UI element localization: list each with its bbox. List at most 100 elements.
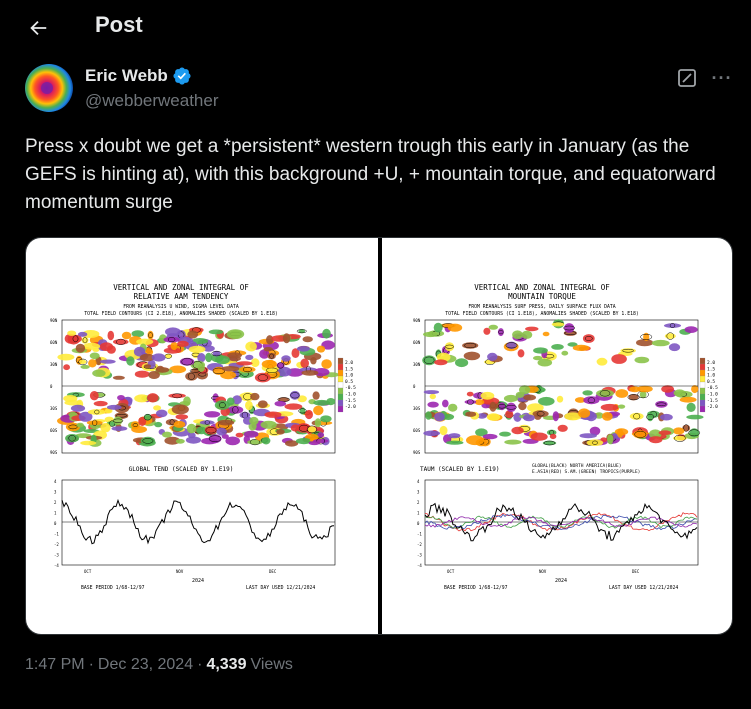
left-last-day: LAST DAY USED 12/21/2024 xyxy=(246,585,315,591)
right-lat-label: 90S xyxy=(413,450,421,455)
left-y-label: -4 xyxy=(54,563,59,568)
right-color-legend: 2.01.51.00.5-0.5-1.0-1.5-2.0 xyxy=(699,357,718,413)
left-legend-label: -0.5 xyxy=(345,385,356,391)
views-count: 4,339 xyxy=(206,656,247,673)
right-title1: VERTICAL AND ZONAL INTEGRAL OF xyxy=(474,283,610,292)
left-line-chart xyxy=(61,479,336,566)
left-month-nov: NOV xyxy=(176,569,184,574)
right-sub1: FROM REANALYSIS SURF PRESS, DAILY SURFAC… xyxy=(468,304,615,310)
media-image-relative-aam[interactable]: VERTICAL AND ZONAL INTEGRAL OF RELATIVE … xyxy=(26,238,378,634)
right-legend-label: -2.0 xyxy=(707,404,718,410)
back-button[interactable] xyxy=(20,10,56,46)
user-handle[interactable]: @webberweather xyxy=(85,91,219,110)
left-y-label: -2 xyxy=(54,542,59,547)
post-time[interactable]: 1:47 PM xyxy=(25,656,85,673)
left-base-period: BASE PERIOD 1/68-12/97 xyxy=(81,585,145,591)
left-legend-label: 2.0 xyxy=(345,360,353,366)
avatar-image xyxy=(25,64,73,112)
left-legend-label: 0.5 xyxy=(345,379,353,385)
right-lat-label: 60N xyxy=(413,340,421,345)
left-title2: RELATIVE AAM TENDENCY xyxy=(134,292,229,301)
left-legend-label: -1.5 xyxy=(345,398,356,404)
left-y-label: 1 xyxy=(54,511,57,516)
right-legend-label: -1.0 xyxy=(707,392,718,398)
right-month-nov: NOV xyxy=(539,569,547,574)
grok-button[interactable] xyxy=(677,68,697,88)
mountain-torque-chart: VERTICAL AND ZONAL INTEGRAL OF MOUNTAIN … xyxy=(413,283,718,591)
left-y-label: -1 xyxy=(54,532,59,537)
right-legend-text1: GLOBAL(BLACK) NORTH AMERICA(BLUE) xyxy=(532,463,621,469)
left-color-legend: 2.01.51.00.5-0.5-1.0-1.5-2.0 xyxy=(337,357,356,413)
grok-icon xyxy=(678,69,696,87)
right-y-label: -1 xyxy=(417,532,422,537)
right-lat-label: 30N xyxy=(413,362,421,367)
right-lat-label: 30S xyxy=(413,406,421,411)
right-line-title: TAUM (SCALED BY 1.E19) xyxy=(420,466,499,473)
left-line-title: GLOBAL TEND (SCALED BY 1.E19) xyxy=(129,466,234,473)
left-y-label: -3 xyxy=(54,553,59,558)
left-month-oct: OCT xyxy=(84,569,92,574)
right-base-period: BASE PERIOD 1/68-12/97 xyxy=(444,585,508,591)
left-legend-label: 1.5 xyxy=(345,366,353,372)
right-lat-label: 60S xyxy=(413,428,421,433)
left-lat-label: 30S xyxy=(50,406,58,411)
right-year: 2024 xyxy=(555,578,567,584)
right-y-label: 2 xyxy=(417,500,420,505)
display-name[interactable]: Eric Webb xyxy=(85,66,168,85)
right-title2: MOUNTAIN TORQUE xyxy=(508,292,576,301)
right-y-label: 0 xyxy=(417,521,420,526)
right-month-dec: DEC xyxy=(632,569,640,574)
post-media[interactable]: VERTICAL AND ZONAL INTEGRAL OF RELATIVE … xyxy=(25,237,733,635)
right-legend-label: 1.0 xyxy=(707,373,715,379)
left-lat-label: 90N xyxy=(50,318,58,323)
right-legend-label: -0.5 xyxy=(707,385,718,391)
right-last-day: LAST DAY USED 12/21/2024 xyxy=(609,585,678,591)
left-month-dec: DEC xyxy=(269,569,277,574)
left-lat-label: 0 xyxy=(50,384,53,389)
left-heatmap xyxy=(57,319,339,454)
right-sub2: TOTAL FIELD CONTOURS (CI 1.E18), ANOMALI… xyxy=(445,311,639,317)
left-legend-label: -1.0 xyxy=(345,392,356,398)
verified-badge-icon[interactable] xyxy=(172,66,192,86)
meta-separator: · xyxy=(197,656,203,673)
left-lat-label: 90S xyxy=(50,450,58,455)
left-y-label: 2 xyxy=(54,500,57,505)
right-line-chart xyxy=(424,479,699,566)
left-y-label: 3 xyxy=(54,490,57,495)
more-dots-icon: ··· xyxy=(711,67,733,88)
right-y-label: -2 xyxy=(417,542,422,547)
arrow-left-icon xyxy=(30,20,47,36)
avatar[interactable] xyxy=(25,64,73,112)
meta-separator: · xyxy=(88,656,94,673)
more-options-button[interactable]: ··· xyxy=(709,66,735,90)
right-y-label: 3 xyxy=(417,490,420,495)
left-legend-label: 1.0 xyxy=(345,373,353,379)
media-image-mountain-torque[interactable]: VERTICAL AND ZONAL INTEGRAL OF MOUNTAIN … xyxy=(382,238,732,634)
page-title: Post xyxy=(95,12,143,37)
left-year: 2024 xyxy=(192,578,204,584)
post-text: Press x doubt we get a *persistent* west… xyxy=(25,136,716,213)
left-lat-label: 60N xyxy=(50,340,58,345)
right-heatmap xyxy=(422,319,704,454)
right-y-label: 1 xyxy=(417,511,420,516)
left-lat-label: 60S xyxy=(50,428,58,433)
views-label: Views xyxy=(250,656,293,673)
left-sub2: TOTAL FIELD CONTOURS (CI 2.E18), ANOMALI… xyxy=(84,311,278,317)
right-y-label: -3 xyxy=(417,553,422,558)
post-date[interactable]: Dec 23, 2024 xyxy=(97,656,194,673)
right-legend-text2: E.ASIA(RED) S.AM.(GREEN) TROPICS(PURPLE) xyxy=(532,469,640,475)
right-y-label: 4 xyxy=(417,479,420,484)
right-legend-label: 2.0 xyxy=(707,360,715,366)
left-y-label: 4 xyxy=(54,479,57,484)
right-legend-label: 0.5 xyxy=(707,379,715,385)
right-lat-label: 0 xyxy=(413,384,416,389)
post-meta: 1:47 PM · Dec 23, 2024 · 4,339 Views xyxy=(25,656,293,674)
right-legend-label: 1.5 xyxy=(707,366,715,372)
relative-aam-chart: VERTICAL AND ZONAL INTEGRAL OF RELATIVE … xyxy=(50,283,356,591)
name-row: Eric Webb xyxy=(85,66,192,86)
left-sub1: FROM REANALYSIS U WIND, SIGMA LEVEL DATA xyxy=(123,304,239,310)
right-month-oct: OCT xyxy=(447,569,455,574)
left-y-label: 0 xyxy=(54,521,57,526)
author-block: Eric Webb @webberweather ··· xyxy=(25,64,731,114)
right-legend-label: -1.5 xyxy=(707,398,718,404)
